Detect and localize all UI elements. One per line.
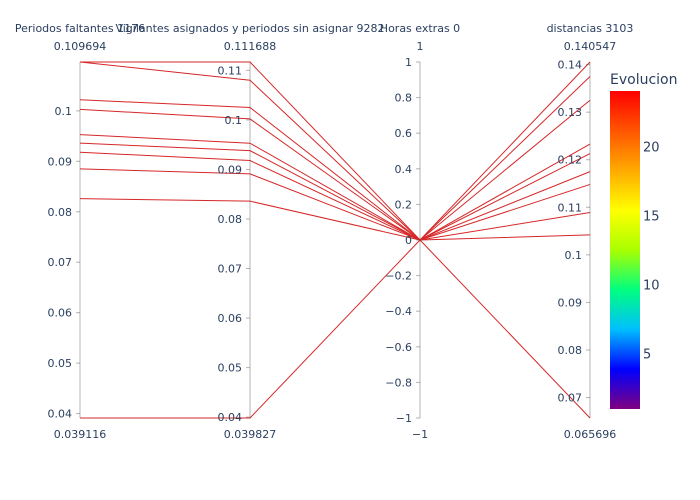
axis-tick-label: 0.08 bbox=[48, 206, 73, 219]
data-line-9 bbox=[79, 198, 591, 241]
axes: Periodos faltantes 1176 0.109694 0.039116 0… bbox=[15, 22, 634, 441]
axis-tick-label: 0.08 bbox=[558, 344, 583, 357]
polylines bbox=[79, 61, 591, 419]
colorbar-tick-label: 15 bbox=[643, 209, 660, 224]
axis-range-min: 0.065696 bbox=[564, 428, 617, 441]
axis-tick-label: 1 bbox=[405, 56, 412, 69]
axis-tick-label: −1 bbox=[396, 412, 412, 425]
axis-range-min: 0.039116 bbox=[54, 428, 107, 441]
axis-range-max: 0.140547 bbox=[564, 40, 617, 53]
axis-tick-label: 0.1 bbox=[55, 105, 73, 118]
data-line-8 bbox=[79, 168, 591, 241]
axis-tick-label: 0.6 bbox=[395, 127, 413, 140]
axis-tick-label: 0.09 bbox=[48, 155, 73, 168]
axis-tick-label: 0.11 bbox=[558, 201, 583, 214]
axis-tick-label: 0.14 bbox=[558, 59, 583, 72]
axis-tick-label: 0.07 bbox=[218, 263, 243, 276]
axis-range-min: −1 bbox=[412, 428, 428, 441]
axis-1: Periodos faltantes 1176 0.109694 0.039116 0… bbox=[15, 22, 145, 441]
colorbar: Evolucion 5 10 15 20 bbox=[610, 72, 677, 409]
axis-tick-label: 0.8 bbox=[395, 92, 413, 105]
colorbar-tick-label: 20 bbox=[643, 140, 660, 155]
axis-tick-label: 0 bbox=[405, 234, 412, 247]
axis-range-min: 0.039827 bbox=[224, 428, 277, 441]
axis-tick-label: −0.8 bbox=[385, 376, 412, 389]
axis-3: Horas extras 0 1 −1−1 −0.8 −0.6 −0.4 −0.2 0 0.2 0… bbox=[380, 22, 460, 441]
axis-tick-label: 0.05 bbox=[48, 357, 73, 370]
data-line-10 bbox=[80, 239, 591, 419]
axis-range-max: 1 bbox=[417, 40, 424, 53]
data-line-2 bbox=[79, 61, 591, 241]
axis-tick-label: 0.09 bbox=[558, 296, 583, 309]
axis-tick-label: 0.04 bbox=[48, 408, 73, 421]
colorbar-title: Evolucion bbox=[610, 72, 677, 88]
axis-tick-label: 0.13 bbox=[558, 106, 583, 119]
axis-tick-label: 0.12 bbox=[558, 154, 583, 167]
axis-tick-label: 0.4 bbox=[395, 163, 413, 176]
data-line-7 bbox=[79, 151, 591, 241]
axis-title: Horas extras 0 bbox=[380, 22, 460, 35]
axis-tick-label: 0.1 bbox=[565, 249, 583, 262]
data-line-6 bbox=[79, 142, 591, 241]
axis-tick-label: 0.04 bbox=[218, 411, 243, 424]
colorbar-tick-label: 10 bbox=[643, 279, 660, 294]
axis-2: Vigilantes asignados y periodos sin asig… bbox=[115, 22, 384, 441]
axis-4: distancias 3103 0.140547 0.065696 0.07 0.08 0… bbox=[547, 22, 634, 441]
axis-tick-label: −0.2 bbox=[385, 270, 412, 283]
axis-tick-label: 0.08 bbox=[218, 213, 243, 226]
axis-tick-label: 0.1 bbox=[225, 114, 243, 127]
axis-range-max: 0.111688 bbox=[224, 40, 277, 53]
axis-range-max: 0.109694 bbox=[54, 40, 107, 53]
axis-tick-label: 0.06 bbox=[48, 307, 73, 320]
axis-title: distancias 3103 bbox=[547, 22, 634, 35]
axis-tick-label: 0.2 bbox=[395, 198, 413, 211]
axis-title: Periodos faltantes 1176 bbox=[15, 22, 145, 35]
data-line-3 bbox=[79, 99, 591, 241]
colorbar-gradient bbox=[610, 91, 640, 409]
axis-tick-label: 0.06 bbox=[218, 312, 243, 325]
axis-tick-label: −0.4 bbox=[385, 305, 412, 318]
axis-title: Vigilantes asignados y periodos sin asig… bbox=[115, 22, 384, 35]
colorbar-tick-label: 5 bbox=[643, 348, 651, 363]
axis-tick-label: 0.05 bbox=[218, 362, 243, 375]
data-line-1 bbox=[80, 61, 591, 241]
data-line-4 bbox=[79, 108, 591, 241]
axis-tick-label: 0.11 bbox=[218, 64, 243, 77]
data-line-5 bbox=[79, 134, 591, 241]
axis-tick-label: −0.6 bbox=[385, 341, 412, 354]
axis-tick-label: 0.09 bbox=[218, 163, 243, 176]
axis-tick-label: 0.07 bbox=[558, 392, 583, 405]
axis-tick-label: 0.07 bbox=[48, 256, 73, 269]
